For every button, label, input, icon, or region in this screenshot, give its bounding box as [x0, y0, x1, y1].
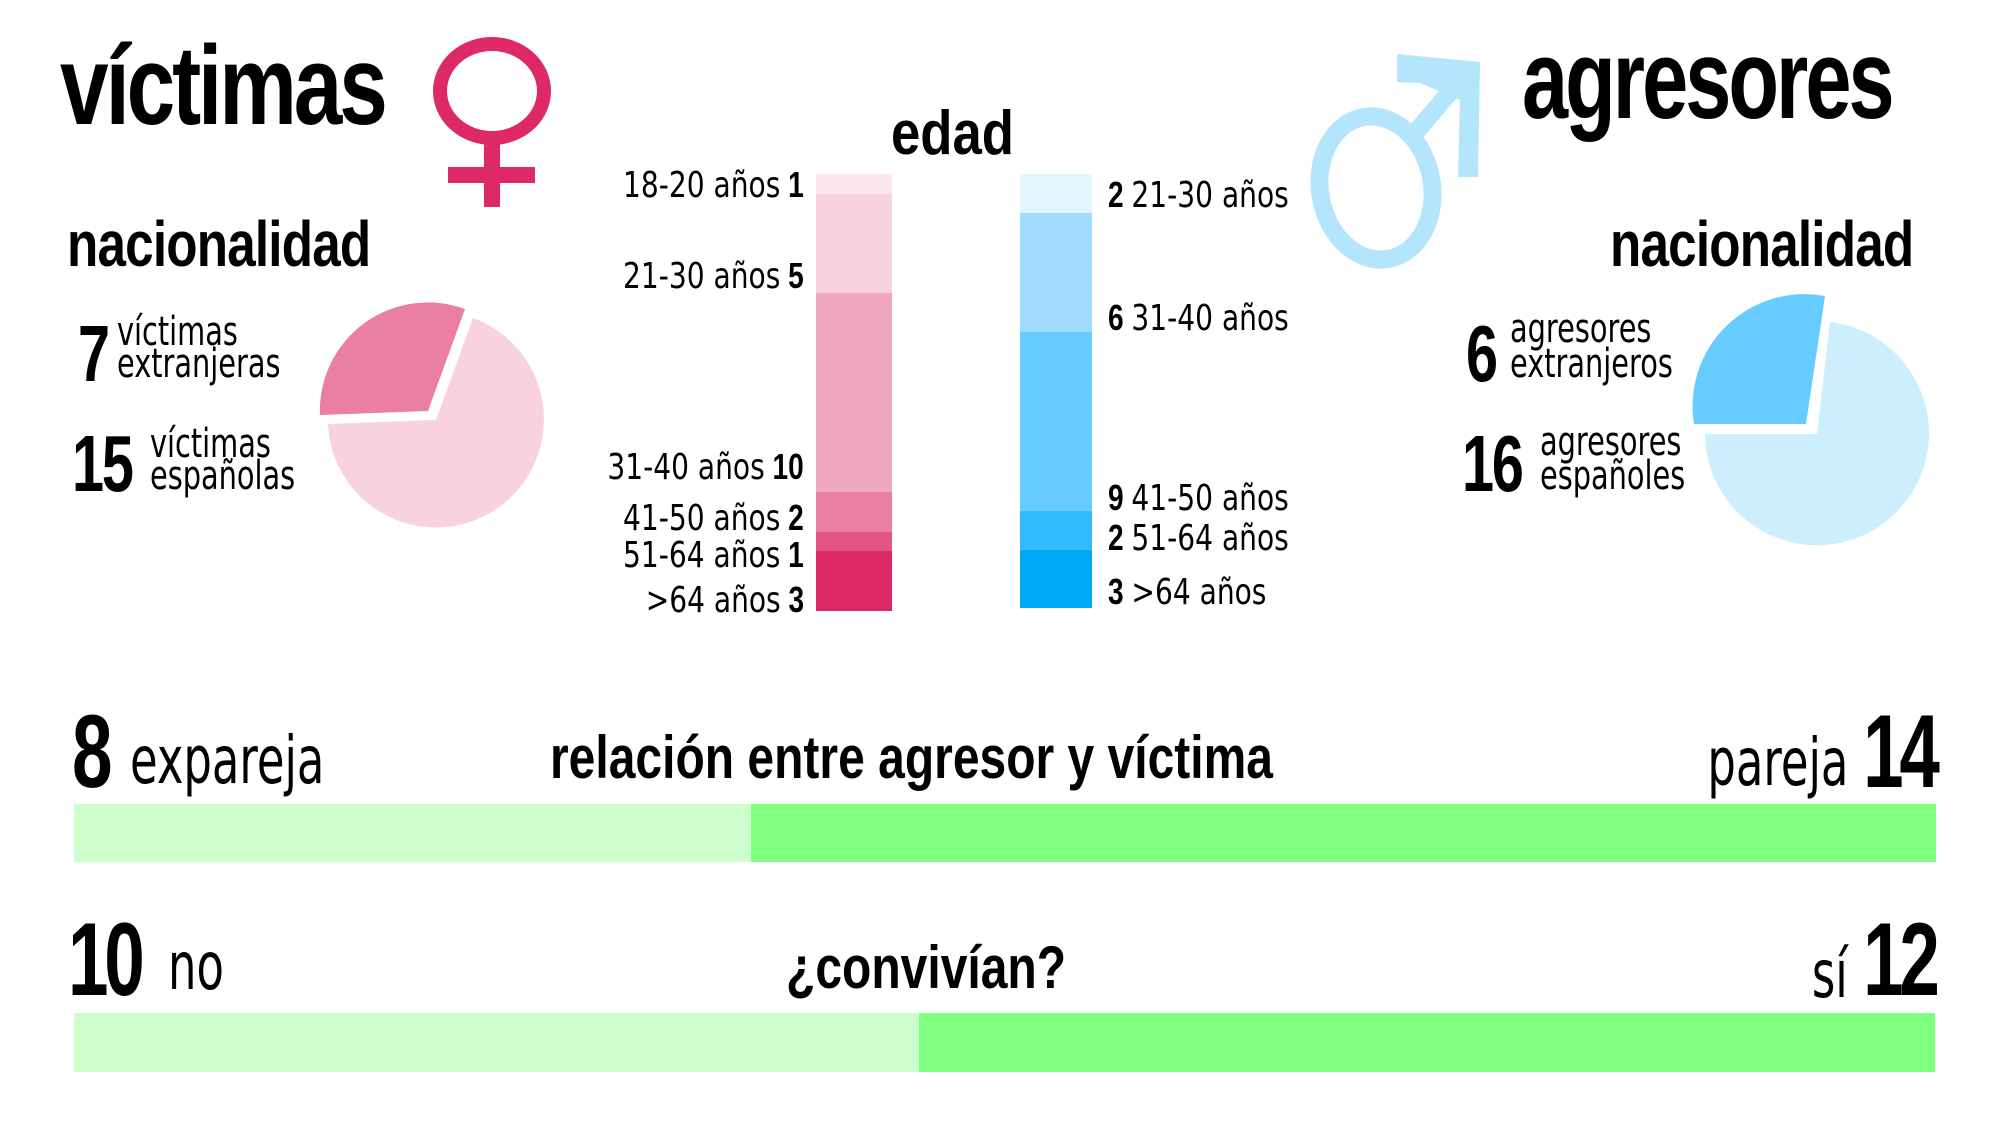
age-range: 21-30 años	[623, 256, 781, 297]
age-range: 51-64 años	[1131, 518, 1289, 559]
convivian-bar	[74, 1013, 1935, 1072]
relacion-right-count: 14	[1863, 694, 1940, 810]
victimas-nacionalidad-pie	[319, 302, 544, 528]
agresores-nacionalidad-heading: nacionalidad	[1610, 208, 1914, 280]
age-count: 2	[788, 497, 804, 538]
age-count: 2	[1108, 174, 1124, 215]
age-count: 10	[772, 446, 804, 487]
convivian-left-count: 10	[68, 902, 145, 1018]
age-count: 1	[788, 534, 804, 575]
victimas-edad-label: 51-64 años 1	[623, 535, 804, 576]
relacion-bar	[74, 804, 1936, 862]
agresores-espanoles-line2: españoles	[1540, 453, 1686, 499]
age-range: 18-20 años	[623, 165, 781, 206]
female-symbol-icon	[433, 37, 551, 207]
pie-slice-espanoles	[1705, 322, 1929, 546]
relacion-right-label: pareja	[1706, 724, 1848, 801]
age-range: 31-40 años	[607, 447, 765, 488]
age-count: 2	[1108, 517, 1124, 558]
age-range: 31-40 años	[1131, 298, 1289, 339]
age-count: 9	[1108, 477, 1124, 518]
edad-heading: edad	[891, 99, 1015, 168]
agresores-edad-label: 3 >64 años	[1108, 572, 1266, 613]
relacion-left-label: expareja	[130, 722, 325, 799]
agresores-espanoles-line1: agresores	[1540, 419, 1682, 465]
victimas-espanolas-line2: españolas	[150, 453, 296, 499]
agresores-nacionalidad-pie	[1692, 294, 1929, 546]
age-count: 5	[788, 255, 804, 296]
victimas-edad-label: >64 años 3	[646, 580, 804, 621]
age-count: 1	[788, 164, 804, 205]
agresores-edad-bar	[1020, 174, 1092, 608]
male-symbol-icon	[1310, 54, 1480, 269]
victimas-espanolas-count: 15	[72, 419, 134, 508]
agresores-espanoles-count: 16	[1462, 419, 1524, 508]
convivian-right-label: sí	[1812, 936, 1848, 1013]
convivian-right-count: 12	[1863, 902, 1940, 1018]
agresores-edad-label: 2 51-64 años	[1108, 518, 1289, 559]
age-count: 6	[1108, 297, 1124, 338]
pie-slice-extranjeros	[1692, 294, 1825, 424]
pie-slice-espanolas	[328, 318, 544, 528]
age-range: >64 años	[1131, 572, 1267, 613]
pie-slice-extranjeras	[319, 302, 465, 415]
victimas-extranjeras-line1: víctimas	[117, 309, 238, 355]
convivian-left-label: no	[168, 928, 224, 1005]
agresores-edad-label: 2 21-30 años	[1108, 175, 1289, 216]
agresores-extranjeros-line1: agresores	[1510, 306, 1652, 352]
agresores-extranjeros-count: 6	[1466, 309, 1499, 398]
agresores-edad-label: 6 31-40 años	[1108, 298, 1289, 339]
age-range: 51-64 años	[623, 535, 781, 576]
age-range: 41-50 años	[1131, 478, 1289, 519]
age-count: 3	[1108, 571, 1124, 612]
victimas-espanolas-line1: víctimas	[150, 421, 271, 467]
victimas-title: víctimas	[60, 23, 388, 148]
relacion-title: relación entre agresor y víctima	[550, 724, 1273, 791]
age-count: 3	[788, 579, 804, 620]
victimas-nacionalidad-heading: nacionalidad	[67, 208, 371, 280]
victimas-edad-label: 41-50 años 2	[623, 498, 804, 539]
victimas-edad-label: 18-20 años 1	[623, 165, 804, 206]
victimas-extranjeras-count: 7	[78, 309, 111, 398]
victimas-edad-bar	[816, 174, 892, 611]
age-range: 21-30 años	[1131, 175, 1289, 216]
agresores-edad-label: 9 41-50 años	[1108, 478, 1289, 519]
victimas-extranjeras-line2: extranjeras	[117, 341, 281, 387]
age-range: 41-50 años	[623, 498, 781, 539]
agresores-extranjeros-line2: extranjeros	[1510, 341, 1673, 387]
relacion-left-count: 8	[72, 694, 113, 810]
victimas-edad-label: 21-30 años 5	[623, 256, 804, 297]
victimas-edad-label: 31-40 años 10	[608, 447, 804, 488]
age-range: >64 años	[645, 580, 781, 621]
agresores-title: agresores	[1522, 17, 1895, 142]
convivian-title: ¿convivían?	[786, 934, 1067, 1001]
